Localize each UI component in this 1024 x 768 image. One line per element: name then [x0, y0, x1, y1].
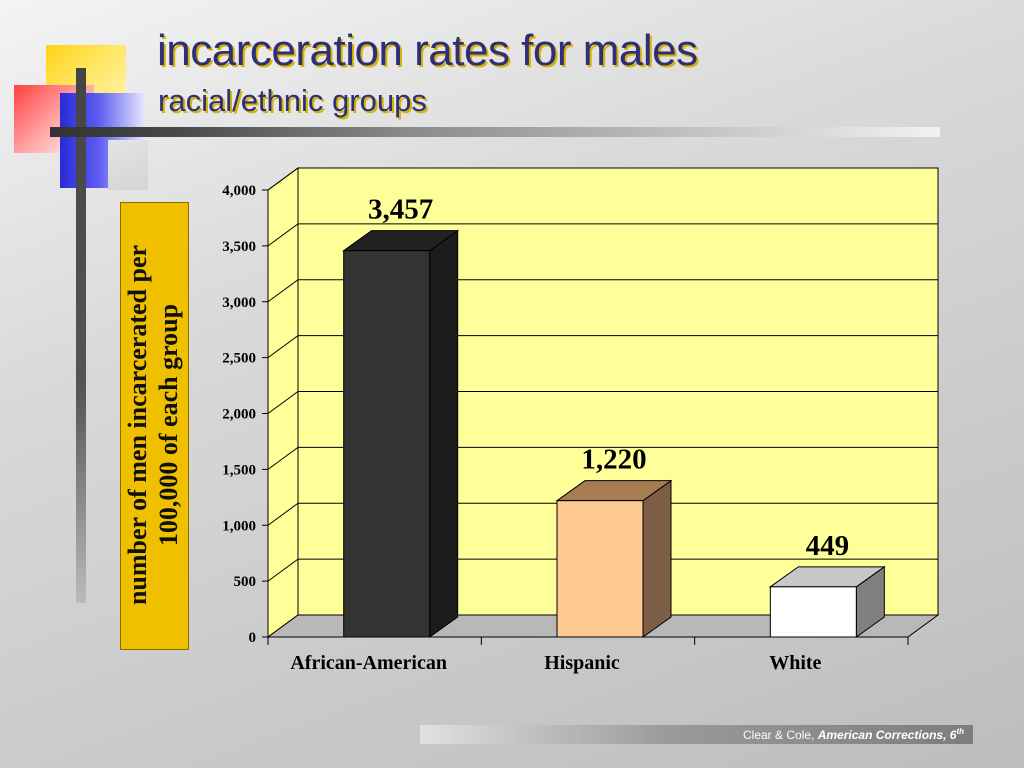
bar-value-label: 3,457 — [368, 194, 433, 226]
y-tick-label: 3,000 — [222, 295, 256, 311]
y-tick-label: 4,000 — [222, 183, 256, 199]
bar — [342, 229, 460, 638]
decor-blue-fade — [108, 140, 148, 190]
y-tick-label: 2,500 — [222, 351, 256, 367]
decor-vertical-line — [76, 68, 86, 603]
y-tick-label: 0 — [249, 630, 257, 646]
gridline — [267, 223, 938, 247]
gridline — [267, 391, 938, 414]
decor-horizontal-line — [50, 127, 940, 137]
bar-front — [556, 500, 644, 638]
bar — [555, 479, 673, 638]
bar-value-label: 1,220 — [581, 444, 646, 476]
bar-side — [642, 479, 672, 638]
gridline — [267, 446, 938, 470]
footer-book: American Corrections, 6th — [817, 727, 964, 742]
bars — [342, 229, 886, 638]
x-tick-label: African-American — [290, 652, 447, 674]
x-tick-label: Hispanic — [544, 652, 620, 674]
x-tick-label: White — [769, 652, 821, 674]
gridline — [267, 558, 938, 582]
footer-book-title: American Corrections, 6 — [817, 728, 957, 742]
slide-subtitle: racial/ethnic groups — [158, 83, 427, 118]
bar-side — [429, 229, 459, 638]
y-tick-label: 3,500 — [222, 239, 256, 255]
bar — [768, 565, 886, 638]
gridline — [267, 335, 938, 359]
y-tick-label: 2,000 — [222, 407, 256, 423]
bar-front — [769, 586, 857, 638]
y-tick-label: 1,500 — [222, 462, 256, 478]
footer-edition: th — [956, 727, 964, 736]
footer-citation: Clear & Cole, American Corrections, 6th — [743, 727, 964, 742]
y-tick-label: 500 — [234, 574, 257, 590]
bar-value-label: 449 — [806, 530, 850, 562]
gridline — [267, 279, 938, 303]
y-axis-label: number of men incarcerated per 100,000 o… — [123, 244, 183, 606]
gridlines — [267, 167, 938, 582]
gridline — [267, 167, 938, 191]
y-tick-label: 1,000 — [222, 518, 256, 534]
y-axis-label-box — [120, 202, 189, 650]
gridline — [267, 502, 938, 526]
value-labels: 3,457 1,220 449 — [368, 194, 849, 562]
footer-authors: Clear & Cole, — [743, 728, 815, 742]
slide-title: incarceration rates for males — [157, 26, 698, 75]
footer-bar — [420, 725, 973, 744]
bar-front — [343, 250, 431, 638]
